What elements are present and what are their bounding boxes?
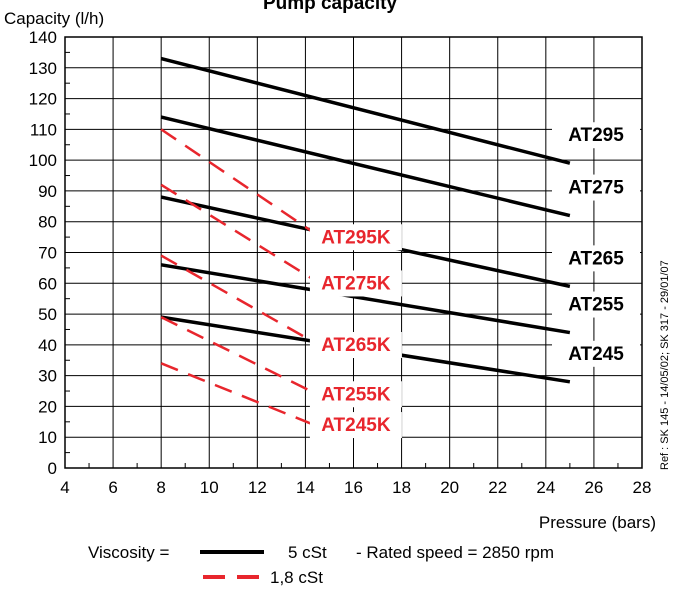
x-tick-label: 6	[108, 478, 117, 497]
series-label-at255k: AT255K	[321, 384, 391, 405]
y-tick-label: 50	[38, 305, 57, 324]
y-tick-label: 120	[29, 90, 57, 109]
series-label-bg	[309, 332, 402, 359]
legend-solid-label: 5 cSt	[288, 543, 327, 562]
y-tick-label: 0	[48, 459, 57, 478]
series-label-bg	[309, 381, 402, 408]
x-tick-label: 22	[488, 478, 507, 497]
x-tick-label: 12	[248, 478, 267, 497]
y-tick-label: 140	[29, 28, 57, 47]
plot-frame	[64, 36, 643, 469]
y-tick-label: 30	[38, 367, 57, 386]
series-line-at255	[160, 263, 571, 335]
series-line-at255k	[160, 316, 331, 402]
series-label-at275: AT275	[568, 178, 624, 199]
x-tick-label: 26	[584, 478, 603, 497]
series-label-at255: AT255	[568, 295, 624, 316]
series-label-at275k: AT275K	[321, 273, 391, 294]
legend-dashed-label: 1,8 cSt	[270, 568, 323, 587]
y-tick-label: 40	[38, 336, 57, 355]
series-label-bg	[552, 291, 640, 318]
series-labels: AT295 AT275 AT265 AT255 AT245 AT295K AT275K AT2…	[309, 122, 640, 439]
x-tick-label: 14	[296, 478, 315, 497]
y-axis-title: Capacity (l/h)	[4, 9, 104, 28]
series-label-at295: AT295	[568, 125, 624, 146]
y-tick-label: 110	[30, 120, 57, 139]
legend-prefix: Viscosity =	[88, 543, 169, 562]
y-tick-label: 80	[38, 213, 57, 232]
x-axis-title: Pressure (bars)	[539, 513, 656, 532]
series-label-at295k: AT295K	[321, 227, 391, 248]
x-tick-label: 16	[344, 478, 363, 497]
series-label-at265: AT265	[568, 248, 624, 269]
series-line-at265k	[160, 254, 331, 353]
series-label-at245: AT245	[568, 344, 624, 365]
x-tick-label: 18	[392, 478, 411, 497]
series-label-at245k: AT245K	[321, 415, 391, 436]
series-line-at275k	[160, 183, 331, 291]
series-line-at295	[160, 56, 571, 165]
y-tick-label: 20	[38, 397, 57, 416]
series-label-bg	[309, 412, 402, 439]
y-tick-label: 10	[38, 428, 57, 447]
x-tick-label: 10	[200, 478, 219, 497]
y-tick-label: 90	[38, 182, 57, 201]
series-label-bg	[552, 122, 640, 149]
series-line-at295k	[160, 128, 331, 245]
series-line-at245k	[160, 362, 330, 433]
x-tick-label: 4	[60, 478, 69, 497]
series-label-bg	[552, 245, 640, 272]
series-label-bg	[552, 174, 640, 201]
y-tick-label: 70	[38, 244, 57, 263]
series-label-bg	[552, 340, 640, 367]
legend-note: - Rated speed = 2850 rpm	[356, 543, 554, 562]
x-tick-label: 8	[156, 478, 165, 497]
series-label-bg	[309, 270, 402, 297]
reference-note: Ref : SK 145 - 14/05/02; SK 317 - 29/01/…	[659, 260, 671, 470]
y-tick-label: 130	[29, 59, 57, 78]
axes: 0 10 20 30 40 50 60 70 80 90 100 110 120 130 140 4 6 8 10 1…	[29, 28, 652, 497]
series-line-at275	[160, 115, 571, 218]
x-tick-label: 20	[440, 478, 459, 497]
series-label-bg	[309, 224, 402, 251]
x-tick-label: 24	[536, 478, 555, 497]
series-label-at265k: AT265K	[321, 335, 391, 356]
chart-title: Pump capacity	[263, 0, 398, 14]
legend: Viscosity = 5 cSt - Rated speed = 2850 r…	[88, 543, 554, 587]
x-tick-label: 28	[633, 478, 652, 497]
y-tick-label: 100	[29, 151, 57, 170]
y-tick-label: 60	[38, 274, 57, 293]
